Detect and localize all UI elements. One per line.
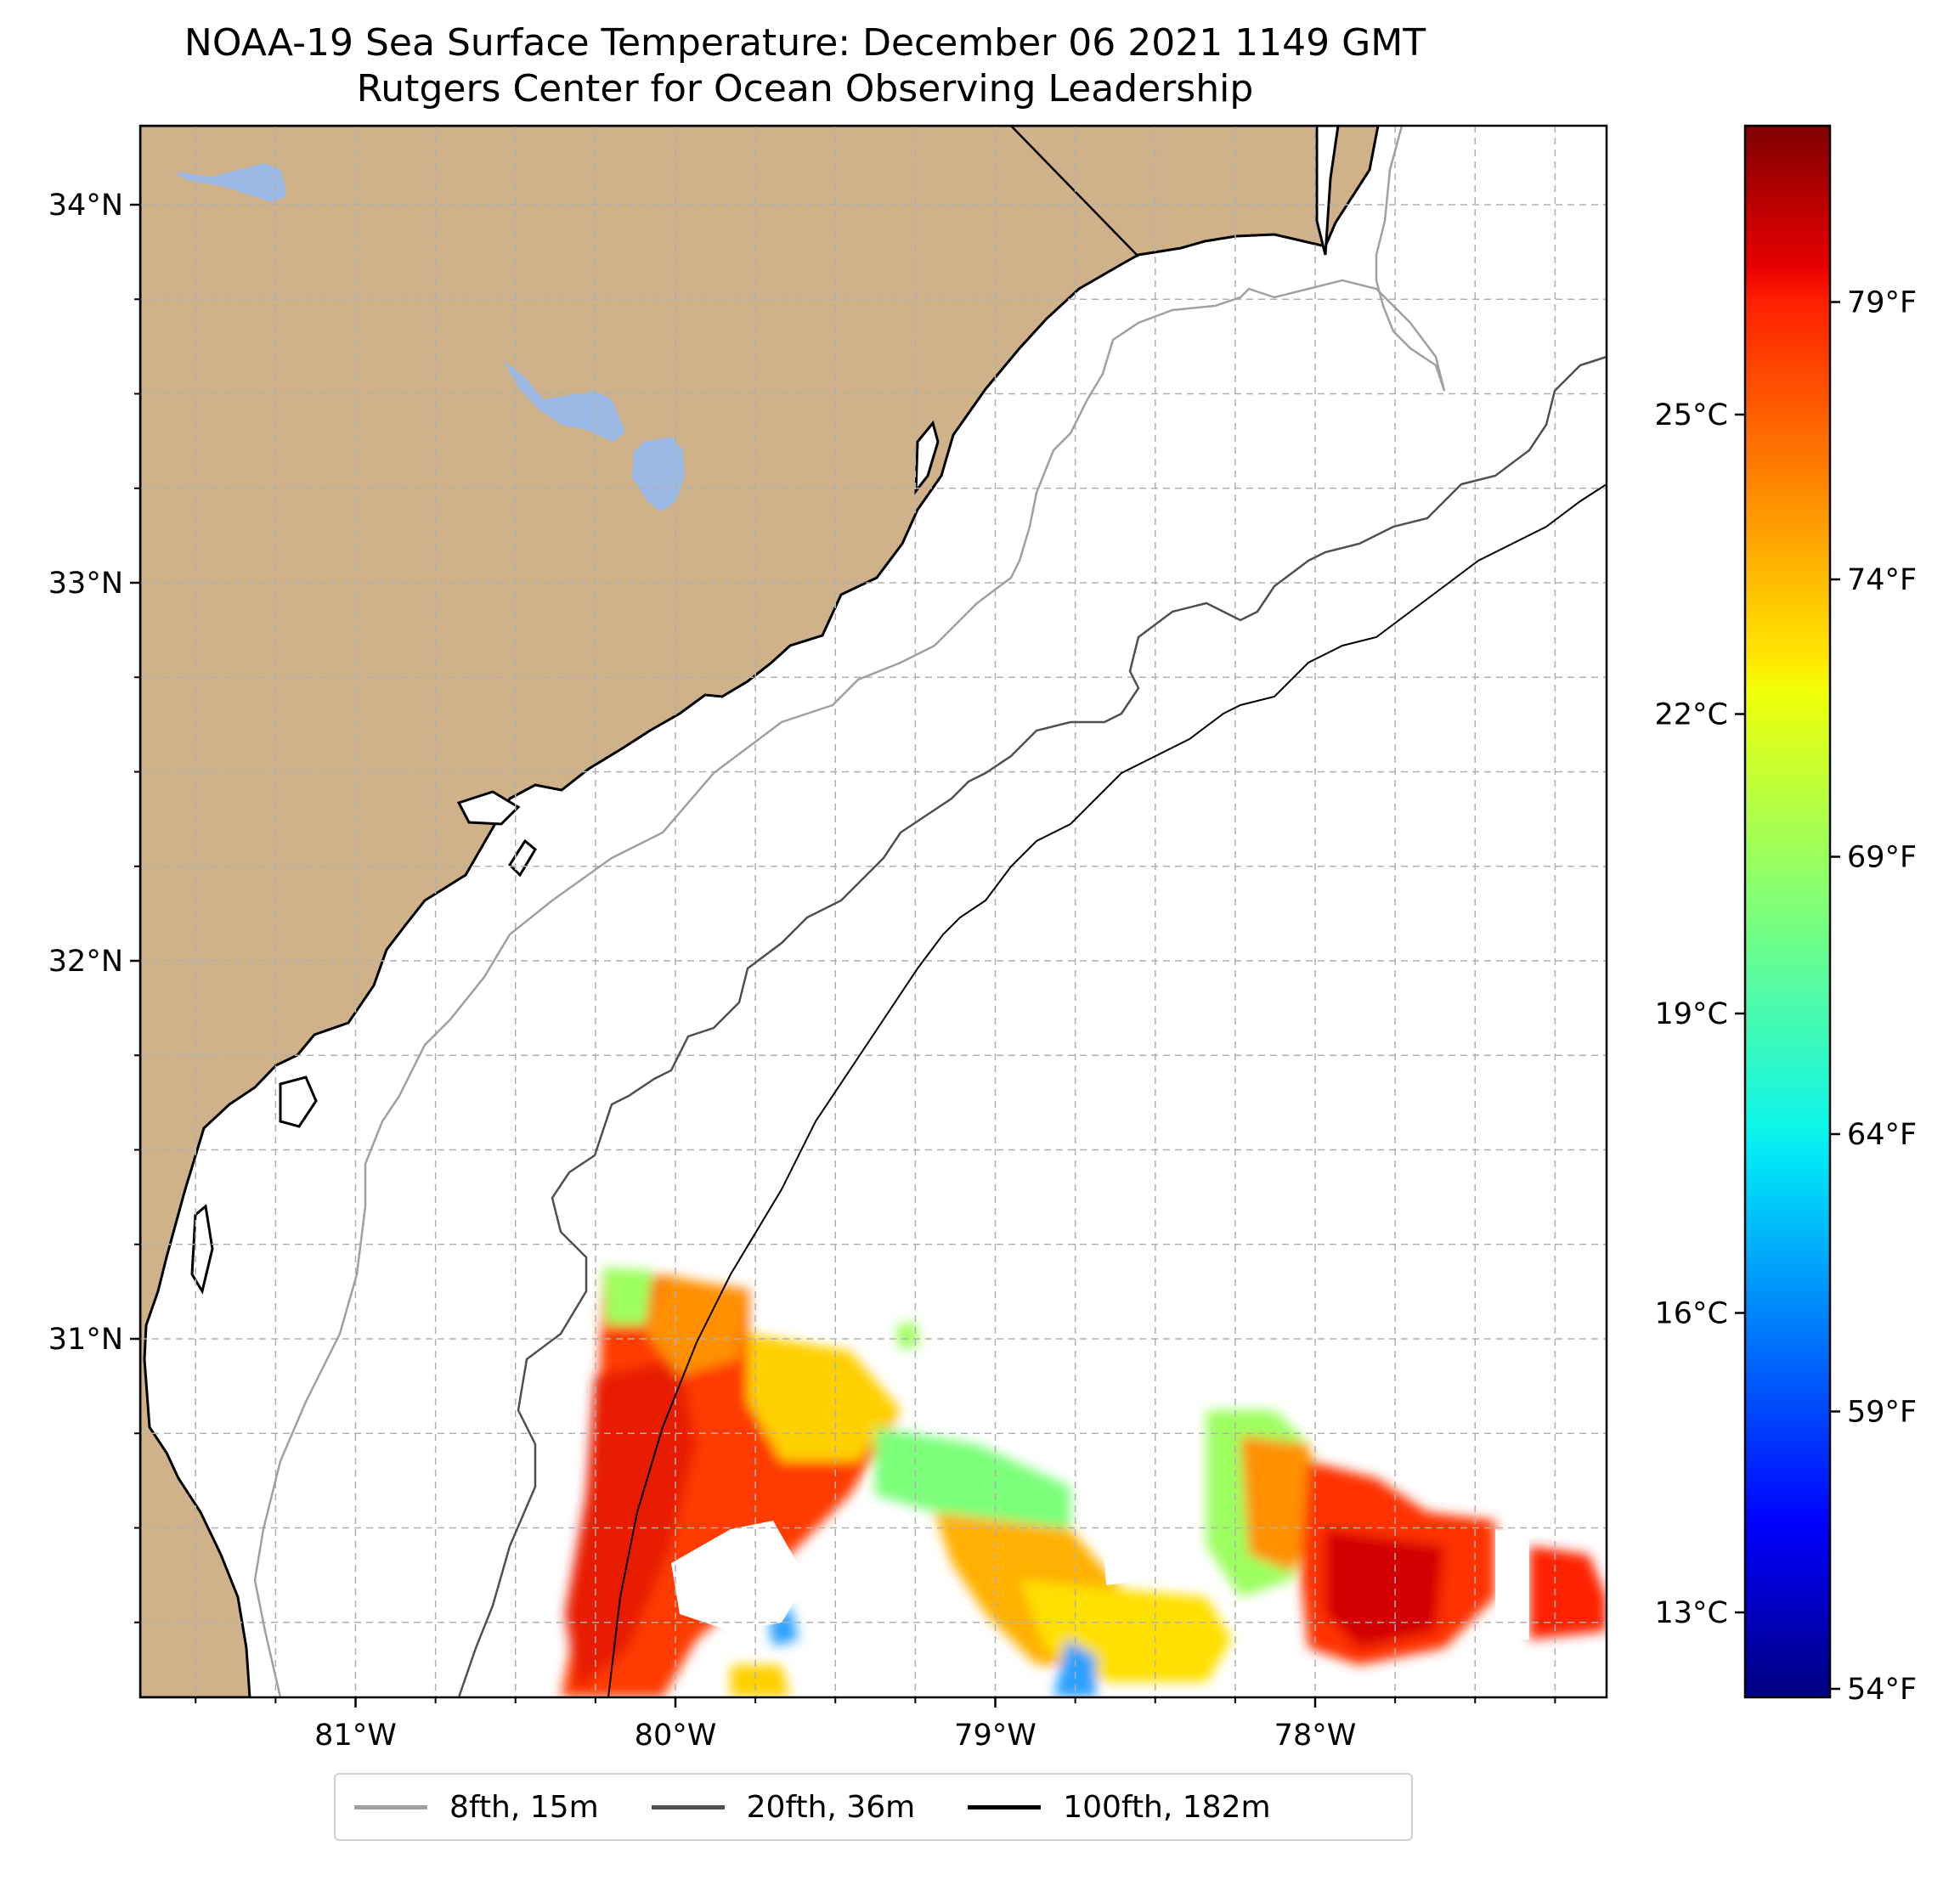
- fahrenheit-tick-label: 79°F: [1847, 286, 1917, 320]
- legend-line-swatch: [354, 1804, 427, 1809]
- estuary: [914, 420, 940, 495]
- lat-tick-label: 32°N: [48, 945, 123, 979]
- legend-label: 20fth, 36m: [746, 1789, 916, 1825]
- lake-north: [174, 163, 285, 202]
- legend-line-swatch: [651, 1804, 725, 1809]
- lon-tick-label: 81°W: [314, 1719, 397, 1753]
- legend-label: 100fth, 182m: [1063, 1789, 1271, 1825]
- celsius-tick-label: 16°C: [1655, 1297, 1728, 1331]
- chart-title: NOAA-19 Sea Surface Temperature: Decembe…: [184, 21, 1426, 65]
- legend-item: 20fth, 36m: [651, 1789, 916, 1825]
- sound-water: [1315, 126, 1340, 256]
- lon-tick-label: 78°W: [1274, 1719, 1357, 1753]
- fahrenheit-tick-label: 59°F: [1847, 1396, 1917, 1430]
- legend-line-swatch: [968, 1804, 1042, 1809]
- latitude-axis: 34°N 33°N 32°N 31°N: [48, 189, 140, 1623]
- contour-100fth: [607, 483, 1607, 1697]
- celsius-tick-label: 25°C: [1655, 398, 1728, 432]
- contour-8fth: [253, 126, 1446, 1697]
- lon-tick-label: 80°W: [635, 1719, 717, 1753]
- lat-tick-label: 34°N: [48, 189, 123, 223]
- colorbar-celsius-axis: 25°C 22°C 19°C 16°C 13°C: [1655, 398, 1745, 1630]
- longitude-axis: 81°W 80°W 79°W 78°W: [195, 1697, 1556, 1753]
- lake-moultrie: [632, 437, 685, 511]
- data-gap: [1104, 1556, 1133, 1585]
- land-mass: [140, 126, 1380, 1697]
- lat-tick-label: 33°N: [48, 567, 123, 601]
- map-frame: [138, 124, 1608, 1699]
- celsius-tick-label: 22°C: [1655, 698, 1728, 732]
- estuary: [190, 1204, 214, 1295]
- estuary: [279, 1075, 318, 1128]
- celsius-tick-label: 13°C: [1655, 1596, 1728, 1630]
- colorbar-fahrenheit-axis: 79°F 74°F 69°F 64°F 59°F 54°F: [1830, 286, 1917, 1707]
- colorbar: [1743, 124, 1832, 1699]
- gridlines: [140, 126, 1607, 1697]
- fahrenheit-tick-label: 64°F: [1847, 1118, 1917, 1152]
- fahrenheit-tick-label: 54°F: [1847, 1673, 1917, 1707]
- fahrenheit-tick-label: 69°F: [1847, 841, 1917, 875]
- legend-item: 8fth, 15m: [354, 1790, 599, 1825]
- data-gap: [671, 1521, 807, 1631]
- legend-item: 100fth, 182m: [968, 1789, 1271, 1825]
- estuary: [456, 790, 521, 826]
- lake-marion: [503, 360, 625, 442]
- contour-20fth: [457, 355, 1607, 1697]
- lat-tick-label: 31°N: [48, 1323, 123, 1357]
- legend-label: 8fth, 15m: [449, 1789, 599, 1825]
- data-gap: [1495, 1529, 1529, 1640]
- celsius-tick-label: 19°C: [1655, 997, 1728, 1031]
- chart-subtitle: Rutgers Center for Ocean Observing Leade…: [356, 67, 1254, 110]
- contour-legend: 8fth, 15m 20fth, 36m 100fth, 182m: [334, 1773, 1413, 1841]
- fahrenheit-tick-label: 74°F: [1847, 563, 1917, 597]
- lon-tick-label: 79°W: [954, 1719, 1036, 1753]
